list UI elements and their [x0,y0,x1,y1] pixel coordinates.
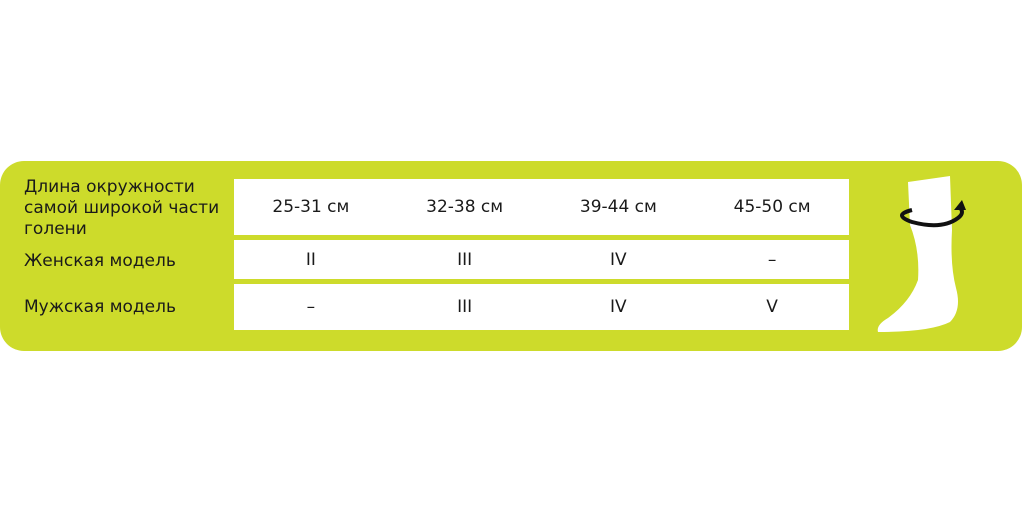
table-cell: III [457,297,473,317]
table-row: – III IV V [234,284,849,330]
table-cell: III [457,249,473,270]
row-label-female: Женская модель [24,251,176,271]
table-cell: – [306,297,316,317]
table-cell: V [766,297,778,317]
row-label-calf-circumference: Длина окружности самой широкой части гол… [24,177,219,240]
table-cell: 39-44 см [579,197,657,217]
table-cell: 45-50 см [733,197,811,217]
label-line: самой широкой части [24,198,220,218]
table-cell: – [767,249,777,270]
table-cell: 32-38 см [426,197,504,217]
table-cell: 25-31 см [272,197,350,217]
table-row: 25-31 см 32-38 см 39-44 см 45-50 см [234,179,849,235]
table-cell: IV [610,249,627,270]
row-label-male: Мужская модель [24,297,177,317]
table-cell: IV [610,297,627,317]
table-cell: II [305,249,316,270]
table-row: II III IV – [234,240,849,279]
sock-with-circumference-arrow-icon [877,176,966,332]
label-line: голени [24,219,87,239]
label-line: Длина окружности [24,177,195,197]
